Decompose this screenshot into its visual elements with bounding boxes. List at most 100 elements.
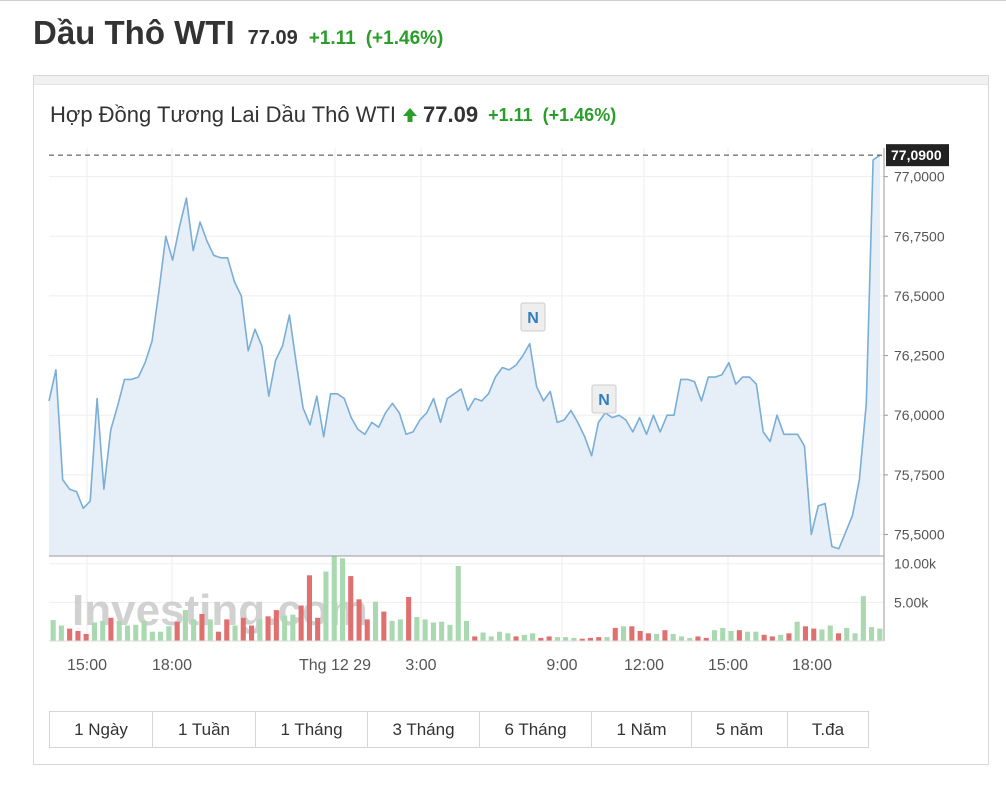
volume-bar [654, 634, 660, 641]
volume-bar [802, 626, 808, 641]
last-price-tag [886, 144, 949, 167]
y-tick-label: 77,0000 [894, 169, 945, 185]
volume-bar [75, 631, 81, 641]
volume-bar [869, 627, 875, 641]
volume-bar [58, 625, 64, 641]
volume-bar [315, 617, 321, 641]
news-marker-box [591, 384, 617, 414]
volume-bar [513, 636, 519, 641]
volume-bar [430, 622, 436, 641]
y-tick-label: 75,5000 [894, 527, 945, 543]
volume-bar [852, 633, 858, 641]
x-tick-label: 3:00 [405, 657, 436, 674]
volume-bar [406, 597, 412, 641]
volume-bar [836, 633, 842, 641]
header-price: 77.09 [247, 27, 298, 49]
volume-bar [745, 631, 751, 641]
chart-instrument-name: Hợp Đồng Tương Lai Dầu Thô WTI [50, 102, 397, 127]
volume-bar [397, 619, 403, 641]
x-tick-label: 12:00 [624, 657, 664, 674]
volume-bar [331, 556, 337, 641]
volume-bar [604, 637, 610, 641]
volume-bar [381, 611, 387, 641]
volume-bar [215, 631, 221, 641]
header-change: +1.11 [308, 28, 356, 49]
volume-bar [125, 625, 131, 641]
volume-bar [100, 620, 106, 641]
volume-bar [108, 617, 114, 641]
volume-bar [455, 566, 461, 641]
chart-change-percent: (+1.46%) [542, 104, 617, 125]
news-marker-label: N [527, 310, 539, 327]
volume-bar [860, 596, 866, 641]
volume-bar [282, 615, 288, 641]
x-tick-label: 18:00 [792, 657, 832, 674]
volume-bar [530, 633, 536, 641]
volume-bar [141, 620, 147, 641]
price-area [49, 155, 880, 556]
volume-bar [133, 624, 139, 641]
range-1-month-button[interactable]: 1 Tháng [256, 712, 368, 747]
range-1-year-button[interactable]: 1 Năm [592, 712, 692, 747]
volume-bar [563, 637, 569, 641]
volume-bar [356, 599, 362, 641]
range-6-month-button[interactable]: 6 Tháng [480, 712, 592, 747]
chart-header: Hợp Đồng Tương Lai Dầu Thô WTI 77.09 +1.… [50, 102, 616, 128]
volume-bar [83, 634, 89, 641]
volume-bar [240, 617, 246, 641]
range-1-day-button[interactable]: 1 Ngày [50, 712, 153, 747]
volume-bar [670, 634, 676, 641]
volume-bar [488, 636, 494, 641]
volume-bar [687, 637, 693, 641]
volume-bar [348, 576, 354, 641]
volume-bar [621, 626, 627, 641]
volume-bar [712, 630, 718, 641]
x-tick-label: 15:00 [708, 657, 748, 674]
volume-bar [629, 626, 635, 641]
x-tick-label: 9:00 [546, 657, 577, 674]
volume-bar [149, 631, 155, 641]
news-marker-box [520, 302, 546, 332]
volume-bar [728, 631, 734, 641]
volume-bar [769, 636, 775, 641]
top-divider [0, 0, 1006, 1]
range-max-button[interactable]: T.đa [811, 720, 845, 739]
volume-bar [538, 637, 544, 641]
volume-bar [67, 628, 73, 641]
volume-tick-label: 5.00k [894, 594, 929, 610]
x-tick-label: 15:00 [67, 657, 107, 674]
volume-bar [761, 634, 767, 641]
volume-bar [521, 634, 527, 641]
volume-bar [637, 631, 643, 641]
volume-bar [480, 632, 486, 641]
volume-bar [389, 620, 395, 641]
page-header: Dầu Thô WTI 77.09 +1.11 (+1.46%) [33, 14, 443, 58]
volume-bar [207, 619, 213, 641]
volume-bar [414, 617, 420, 641]
volume-bar [232, 625, 238, 641]
time-range-selector: 1 Ngày 1 Tuần 1 Tháng 3 Tháng 6 Tháng 1 … [49, 711, 869, 748]
news-marker[interactable]: N [591, 384, 617, 414]
volume-bar [339, 558, 345, 641]
volume-bar [257, 619, 263, 641]
volume-bar [587, 637, 593, 641]
price-line [48, 154, 881, 550]
volume-bar [695, 636, 701, 641]
range-1-week-button[interactable]: 1 Tuần [153, 712, 256, 747]
volume-bar [819, 629, 825, 641]
news-marker[interactable]: N [520, 302, 546, 332]
price-chart[interactable]: Investing.com77,000076,750076,500076,250… [0, 0, 1006, 700]
range-3-month-button[interactable]: 3 Tháng [368, 712, 480, 747]
volume-bar [844, 627, 850, 641]
volume-bar [794, 621, 800, 641]
volume-bar [290, 614, 296, 641]
news-marker-label: N [598, 392, 610, 409]
y-tick-label: 76,2500 [894, 348, 945, 364]
range-5-year-button[interactable]: 5 năm [692, 712, 788, 747]
volume-bar [811, 628, 817, 641]
volume-bar [191, 619, 197, 641]
volume-bar [662, 630, 668, 641]
volume-bar [786, 633, 792, 641]
last-price-label: 77,0900 [891, 147, 942, 163]
volume-bar [645, 633, 651, 641]
